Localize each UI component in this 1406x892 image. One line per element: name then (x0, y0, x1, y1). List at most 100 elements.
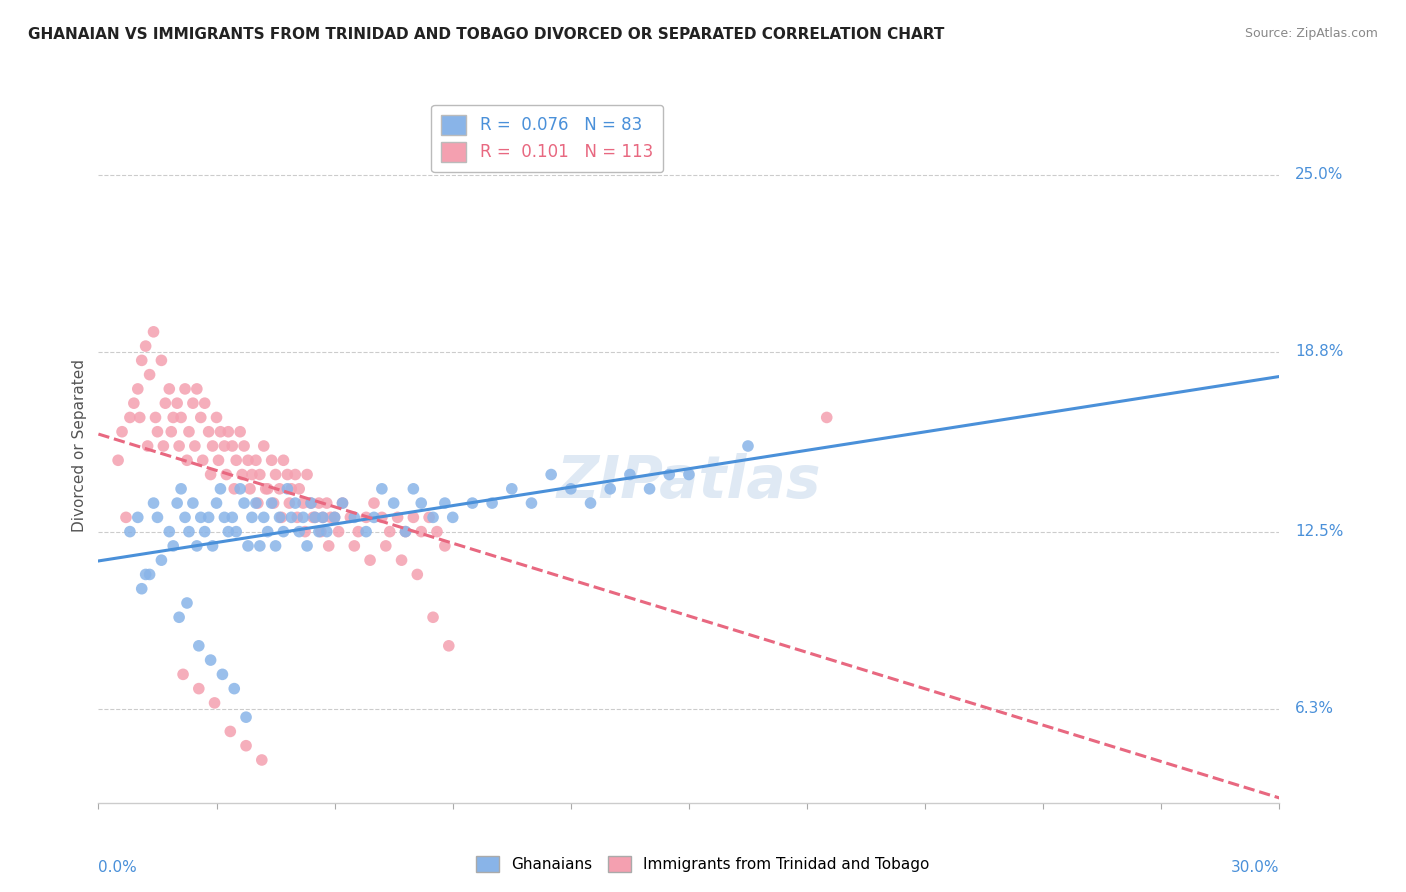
Point (441, 510, 464, 524)
Point (204, 696, 226, 710)
Point (278, 496, 301, 510)
Point (215, 467, 238, 482)
Point (170, 482, 193, 496)
Point (127, 382, 149, 396)
Legend: Ghanaians, Immigrants from Trinidad and Tobago: Ghanaians, Immigrants from Trinidad and … (468, 848, 938, 880)
Point (309, 524, 332, 539)
Point (280, 510, 302, 524)
Point (200, 467, 222, 482)
Point (304, 510, 326, 524)
Point (560, 482, 582, 496)
Point (382, 496, 405, 510)
Point (461, 496, 484, 510)
Point (347, 524, 370, 539)
Point (135, 339, 157, 353)
Point (245, 453, 267, 467)
Text: 30.0%: 30.0% (1232, 860, 1279, 875)
Point (269, 482, 291, 496)
Point (167, 610, 190, 624)
Point (224, 681, 246, 696)
Point (186, 539, 208, 553)
Point (284, 496, 307, 510)
Point (240, 510, 263, 524)
Point (214, 510, 236, 524)
Point (299, 496, 322, 510)
Point (176, 453, 198, 467)
Point (315, 524, 337, 539)
Point (579, 496, 602, 510)
Point (194, 396, 217, 410)
Point (145, 410, 167, 425)
Point (221, 510, 243, 524)
Point (225, 453, 247, 467)
Point (111, 425, 134, 439)
Point (280, 482, 302, 496)
Point (276, 482, 298, 496)
Point (135, 567, 157, 582)
Point (200, 653, 222, 667)
Point (619, 467, 641, 482)
Text: 0.0%: 0.0% (98, 860, 138, 875)
Point (402, 482, 425, 496)
Point (249, 467, 271, 482)
Point (118, 524, 141, 539)
Point (354, 524, 377, 539)
Point (211, 667, 233, 681)
Point (815, 410, 838, 425)
Point (332, 496, 354, 510)
Point (371, 482, 394, 496)
Point (138, 368, 160, 382)
Point (323, 510, 346, 524)
Point (371, 510, 394, 524)
Point (264, 539, 287, 553)
Point (197, 510, 219, 524)
Legend: R =  0.076   N = 83, R =  0.101   N = 113: R = 0.076 N = 83, R = 0.101 N = 113 (432, 104, 664, 172)
Point (269, 510, 291, 524)
Point (245, 496, 267, 510)
Point (155, 396, 177, 410)
Point (294, 524, 316, 539)
Point (256, 524, 278, 539)
Point (146, 510, 169, 524)
Point (343, 510, 366, 524)
Point (152, 439, 174, 453)
Point (240, 467, 263, 482)
Point (292, 510, 315, 524)
Point (181, 496, 204, 510)
Text: 25.0%: 25.0% (1295, 168, 1344, 182)
Point (273, 524, 295, 539)
Point (138, 567, 160, 582)
Point (201, 439, 224, 453)
Point (127, 510, 149, 524)
Point (191, 453, 214, 467)
Point (115, 510, 138, 524)
Point (250, 753, 273, 767)
Point (224, 482, 246, 496)
Point (299, 496, 322, 510)
Point (233, 496, 256, 510)
Point (433, 496, 456, 510)
Point (157, 382, 180, 396)
Point (187, 681, 209, 696)
Point (186, 382, 208, 396)
Point (332, 496, 354, 510)
Point (194, 524, 217, 539)
Point (402, 510, 425, 524)
Point (157, 524, 180, 539)
Point (437, 639, 460, 653)
Point (166, 396, 188, 410)
Point (378, 524, 401, 539)
Point (406, 567, 429, 582)
Point (315, 496, 337, 510)
Point (131, 582, 153, 596)
Point (433, 539, 456, 553)
Point (136, 439, 159, 453)
Point (174, 510, 197, 524)
Point (394, 524, 416, 539)
Point (184, 439, 207, 453)
Point (235, 739, 257, 753)
Point (150, 553, 173, 567)
Point (540, 467, 562, 482)
Point (273, 453, 295, 467)
Text: ZIPatlas: ZIPatlas (557, 453, 821, 510)
